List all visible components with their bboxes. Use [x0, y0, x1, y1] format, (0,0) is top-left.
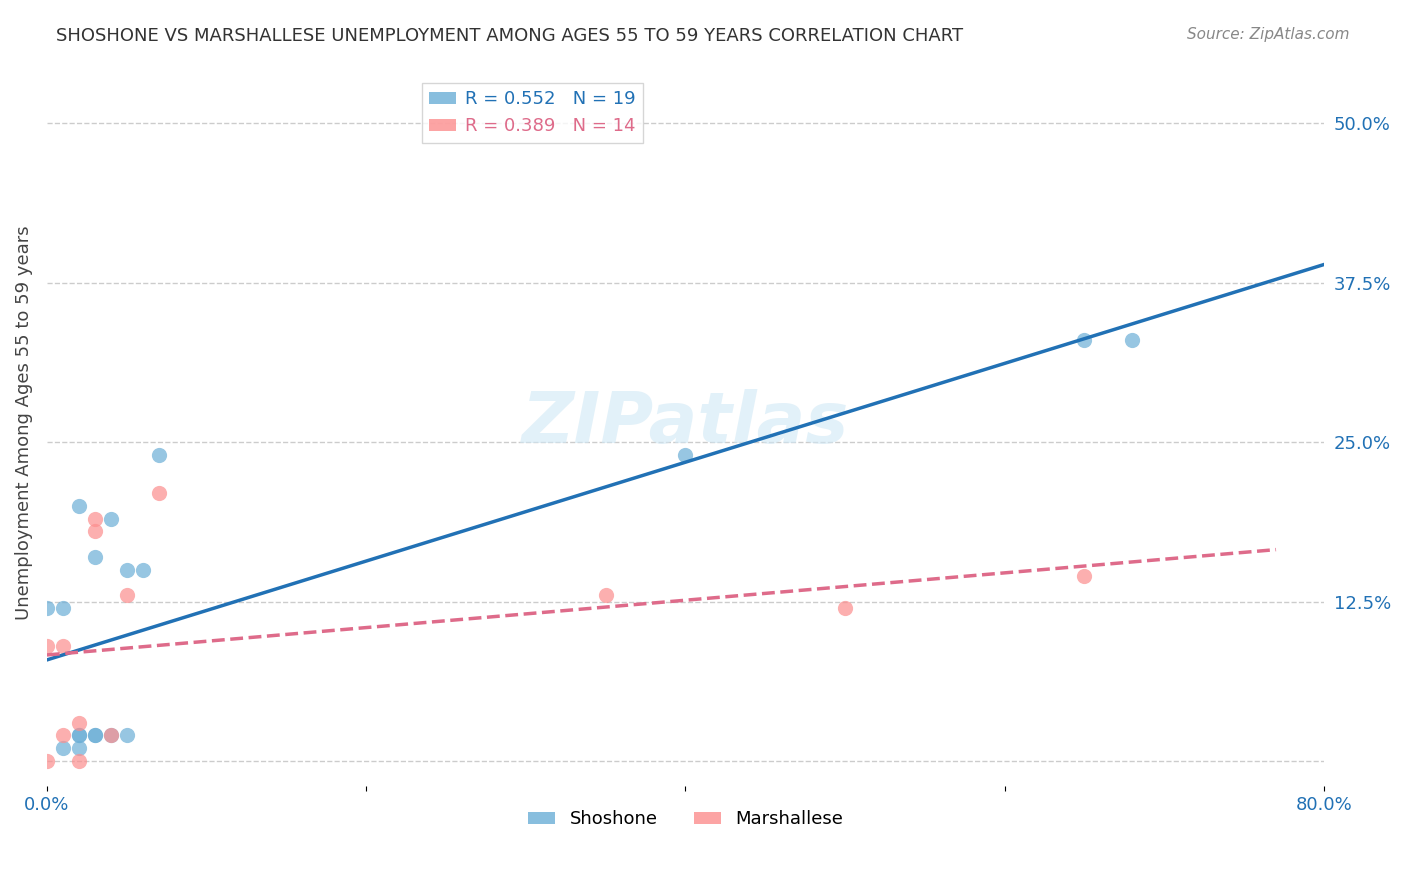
Point — [35, 601, 58, 615]
Point — [1073, 333, 1095, 347]
Point — [52, 729, 75, 743]
Point — [83, 729, 105, 743]
Legend: Shoshone, Marshallese: Shoshone, Marshallese — [520, 803, 851, 836]
Point — [115, 588, 138, 602]
Point — [83, 524, 105, 539]
Point — [148, 486, 170, 500]
Point — [100, 511, 122, 525]
Point — [115, 729, 138, 743]
Text: SHOSHONE VS MARSHALLESE UNEMPLOYMENT AMONG AGES 55 TO 59 YEARS CORRELATION CHART: SHOSHONE VS MARSHALLESE UNEMPLOYMENT AMO… — [56, 27, 963, 45]
Point — [595, 588, 617, 602]
Text: ZIPatlas: ZIPatlas — [522, 389, 849, 458]
Point — [83, 549, 105, 564]
Point — [67, 741, 90, 756]
Point — [67, 729, 90, 743]
Point — [100, 729, 122, 743]
Point — [1073, 569, 1095, 583]
Point — [67, 499, 90, 513]
Point — [35, 754, 58, 768]
Text: Source: ZipAtlas.com: Source: ZipAtlas.com — [1187, 27, 1350, 42]
Point — [1121, 333, 1143, 347]
Point — [834, 601, 856, 615]
Point — [100, 729, 122, 743]
Point — [52, 639, 75, 653]
Point — [148, 448, 170, 462]
Y-axis label: Unemployment Among Ages 55 to 59 years: Unemployment Among Ages 55 to 59 years — [15, 226, 32, 620]
Point — [83, 729, 105, 743]
Point — [67, 729, 90, 743]
Point — [67, 754, 90, 768]
Point — [52, 601, 75, 615]
Point — [131, 563, 153, 577]
Point — [67, 715, 90, 730]
Point — [35, 639, 58, 653]
Point — [673, 448, 696, 462]
Point — [115, 563, 138, 577]
Point — [52, 741, 75, 756]
Point — [83, 511, 105, 525]
